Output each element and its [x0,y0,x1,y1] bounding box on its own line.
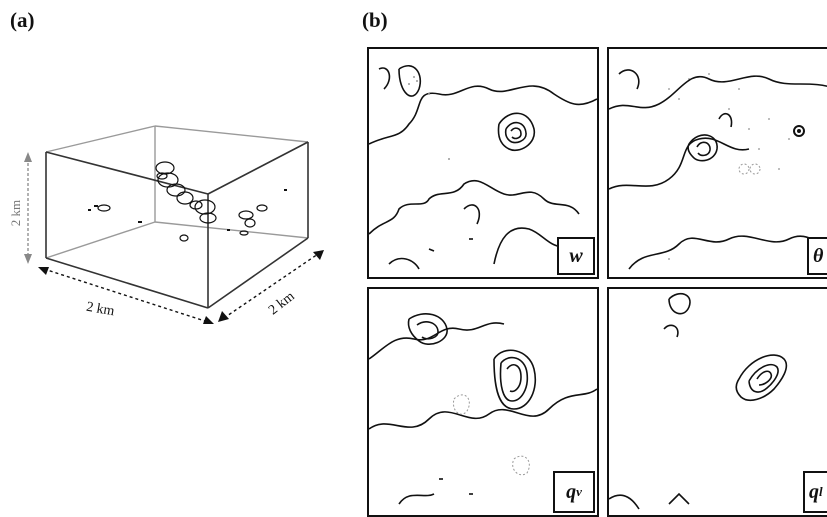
height-label: 2 km [8,199,23,227]
domain-box-3d [24,125,324,324]
panel-a-label: (a) [10,8,35,32]
var-label-w: w [557,237,595,275]
var-subscript: v [576,484,582,499]
subpanel-theta: θ [607,47,827,279]
var-symbol: q [566,480,577,503]
depth-arrow [223,253,319,319]
cloud-contours [97,161,268,242]
var-symbol: q [809,480,819,503]
var-symbol: θ [813,244,824,267]
var-subscript: l [819,484,823,499]
subpanel-w: w [367,47,599,279]
panel-b-label: (b) [362,8,388,32]
front-width-arrow [43,268,209,323]
var-symbol: w [569,244,583,267]
var-label-theta: θ [807,237,827,275]
